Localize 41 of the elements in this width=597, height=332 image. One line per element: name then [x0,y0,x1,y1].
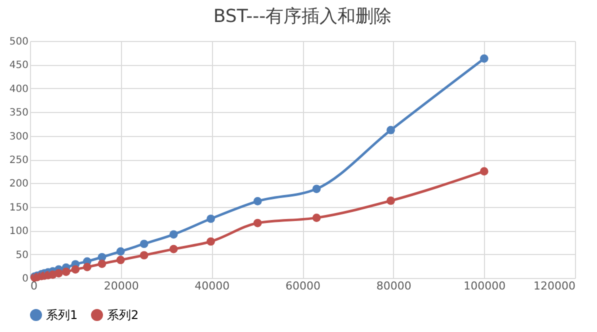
x-tick-label: 20000 [104,280,139,292]
point [169,230,178,239]
x-tick-label: 100000 [464,280,506,292]
y-tick-label: 50 [16,250,28,261]
point [480,54,488,63]
point [54,269,63,278]
point [140,240,148,248]
point [98,260,106,268]
y-tick-label: 200 [9,178,28,190]
y-tick-label: 500 [9,36,28,48]
point [62,268,70,276]
chart-title: BST---有序插入和删除 [213,6,392,27]
y-tick-label: 400 [9,84,28,95]
y-tick-label: 300 [9,131,28,142]
point [169,244,178,254]
point [312,214,321,222]
point [116,247,125,256]
x-tick-label: 60000 [286,280,320,292]
x-tick-label: 120000 [534,280,576,292]
point [206,237,215,246]
point [71,265,80,274]
legend-label: 系列2 [107,308,139,322]
y-tick-label: 350 [9,108,28,119]
x-tick-label: 40000 [194,280,230,292]
point [140,251,148,260]
point [480,167,488,176]
point [386,126,395,134]
point [253,197,262,206]
y-tick-label: 250 [9,155,28,166]
legend-label: 系列1 [46,308,78,322]
point [253,218,262,228]
point [312,184,321,194]
y-tick-label: 450 [9,60,28,72]
x-tick-label: 80000 [376,280,412,292]
point [82,262,92,272]
y-tick-label: 150 [9,202,28,214]
point [206,214,215,223]
y-tick-label: 100 [9,226,28,238]
point [386,196,395,205]
point [116,256,125,264]
x-tick-label: 0 [30,280,38,292]
